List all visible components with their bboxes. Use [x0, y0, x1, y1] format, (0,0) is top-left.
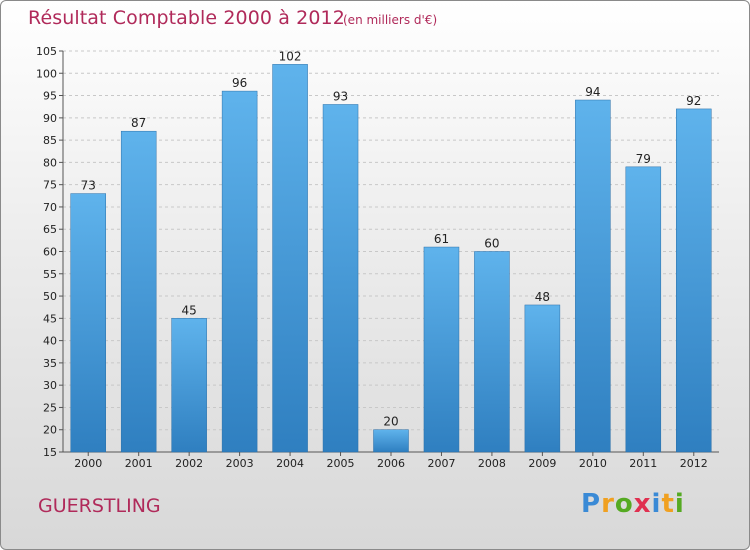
data-label: 45 — [182, 303, 197, 317]
y-tick-label: 90 — [43, 112, 57, 125]
y-tick-label: 50 — [43, 290, 57, 303]
chart-subtitle: (en milliers d'€) — [343, 13, 438, 27]
logo-letter: i — [674, 489, 685, 519]
y-tick-label: 95 — [43, 90, 57, 103]
bar — [474, 251, 510, 453]
x-axis: 2000 2001 2002 2003 2004 2005 2006 2007 2008 2009… — [74, 452, 708, 470]
data-label: 73 — [81, 179, 96, 193]
bar — [423, 246, 460, 453]
y-tick-label: 15 — [43, 446, 57, 459]
x-tick-label: 2002 — [175, 457, 203, 470]
y-tick-label: 40 — [43, 335, 57, 348]
data-label: 60 — [484, 237, 499, 251]
proxiti-logo[interactable]: Proxiti — [581, 489, 685, 519]
x-tick-label: 2012 — [680, 457, 708, 470]
data-label: 87 — [131, 116, 146, 130]
y-tick-label: 70 — [43, 201, 57, 214]
bar — [221, 90, 258, 453]
grid-lines — [63, 50, 719, 453]
bar — [575, 99, 611, 453]
bar — [70, 193, 106, 453]
bar — [524, 304, 561, 453]
bar — [322, 104, 359, 453]
x-tick-label: 2001 — [125, 457, 153, 470]
commune-name: GUERSTLING — [38, 495, 161, 517]
data-label: 79 — [636, 152, 651, 166]
y-tick-label: 105 — [36, 45, 57, 58]
data-label: 61 — [434, 232, 449, 246]
y-tick-label: 75 — [43, 179, 57, 192]
y-tick-label: 25 — [43, 401, 57, 414]
logo-letter: t — [661, 489, 675, 519]
bar — [120, 130, 157, 453]
x-tick-label: 2004 — [276, 457, 304, 470]
x-tick-label: 2000 — [74, 457, 102, 470]
y-tick-label: 85 — [43, 134, 57, 147]
data-label: 48 — [535, 290, 550, 304]
y-tick-label: 45 — [43, 312, 57, 325]
logo-letter: r — [601, 489, 615, 519]
bar — [625, 166, 662, 453]
y-tick-label: 20 — [43, 424, 57, 437]
logo-letter: P — [581, 489, 602, 519]
data-label: 94 — [585, 85, 600, 99]
y-tick-label: 30 — [43, 379, 57, 392]
x-tick-label: 2003 — [226, 457, 254, 470]
logo-letter: o — [614, 489, 634, 519]
chart-title: Résultat Comptable 2000 à 2012 — [28, 7, 345, 29]
data-label: 96 — [232, 76, 247, 90]
data-label: 93 — [333, 89, 348, 103]
y-tick-label: 80 — [43, 156, 57, 169]
bar — [272, 64, 308, 453]
x-tick-label: 2011 — [629, 457, 657, 470]
logo-letter: i — [651, 489, 662, 519]
y-tick-label: 55 — [43, 268, 57, 281]
x-tick-label: 2007 — [427, 457, 455, 470]
bars: 73 87 45 96 102 93 20 61 60 48 94 79 92 — [70, 49, 712, 453]
data-label: 20 — [383, 415, 398, 429]
x-tick-label: 2005 — [327, 457, 355, 470]
data-label: 102 — [279, 49, 302, 63]
bar — [676, 108, 712, 453]
x-tick-label: 2008 — [478, 457, 506, 470]
x-tick-label: 2010 — [579, 457, 607, 470]
y-tick-label: 65 — [43, 223, 57, 236]
logo-letter: x — [633, 489, 652, 519]
x-tick-label: 2006 — [377, 457, 405, 470]
bar — [171, 318, 207, 453]
y-tick-label: 35 — [43, 357, 57, 370]
y-tick-label: 60 — [43, 246, 57, 259]
y-tick-label: 100 — [36, 67, 57, 80]
data-label: 92 — [686, 94, 701, 108]
bar — [373, 429, 409, 453]
x-tick-label: 2009 — [528, 457, 556, 470]
